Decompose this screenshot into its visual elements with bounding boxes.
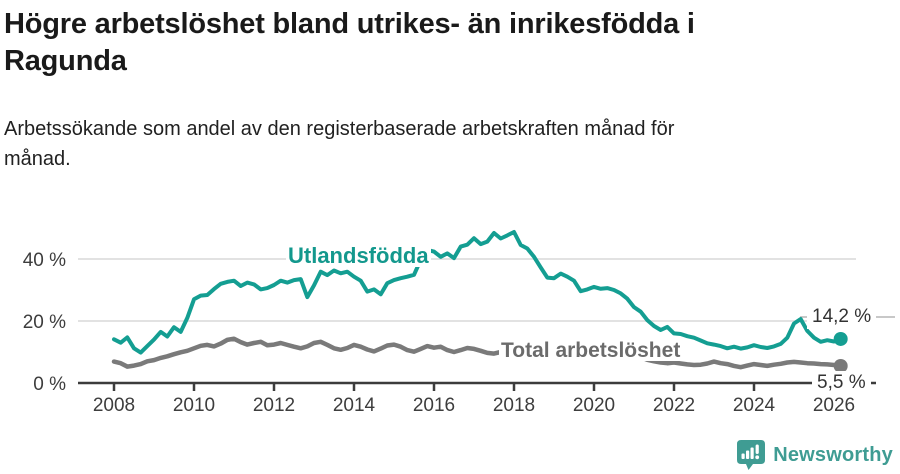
series-line-utlandsfodda (112, 230, 843, 355)
series-label-total-arbetsloshet: Total arbetslöshet (499, 339, 683, 362)
logo-bar-1 (741, 453, 745, 459)
y-tick-label: 20 % (23, 312, 66, 333)
logo-bar-3 (750, 447, 754, 459)
y-tick-label: 40 % (23, 250, 66, 271)
series-label-utlandsfodda: Utlandsfödda (286, 243, 431, 268)
logo-exclamation-icon (755, 444, 759, 454)
x-tick-label: 2010 (173, 395, 215, 416)
logo-exclamation-dot (755, 455, 760, 460)
x-tick-label: 2016 (413, 395, 455, 416)
subtitle-line-1: Arbetssökande som andel av den registerb… (4, 118, 675, 140)
newsworthy-logo[interactable]: Newsworthy (737, 440, 893, 470)
x-tick-label: 2024 (733, 395, 776, 416)
series-end-dot (833, 358, 848, 373)
page-title: Högre arbetslöshet bland utrikes- än inr… (4, 6, 695, 80)
end-value-label-total: 5,5 % (812, 371, 871, 395)
x-tick-label: 2020 (573, 395, 615, 416)
newsworthy-logo-text: Newsworthy (773, 443, 893, 466)
x-tick-label: 2014 (333, 395, 376, 416)
title-line-1: Högre arbetslöshet bland utrikes- än inr… (4, 8, 695, 40)
logo-bar-2 (746, 450, 750, 459)
series-line-total (111, 336, 843, 370)
x-tick-label: 2012 (253, 395, 295, 416)
y-tick-label: 0 % (33, 374, 66, 395)
newsworthy-logo-icon (737, 440, 766, 470)
x-tick-label: 2018 (493, 395, 535, 416)
x-tick-label: 2008 (93, 395, 135, 416)
subtitle-line-2: månad. (4, 148, 71, 170)
title-line-2: Ragunda (4, 45, 127, 77)
x-tick-label: 2026 (813, 395, 855, 416)
page-subtitle: Arbetssökande som andel av den registerb… (4, 114, 674, 174)
series-end-dot (833, 331, 848, 346)
end-value-label-utlandsfodda: 14,2 % (807, 305, 877, 329)
x-tick-label: 2022 (653, 395, 695, 416)
